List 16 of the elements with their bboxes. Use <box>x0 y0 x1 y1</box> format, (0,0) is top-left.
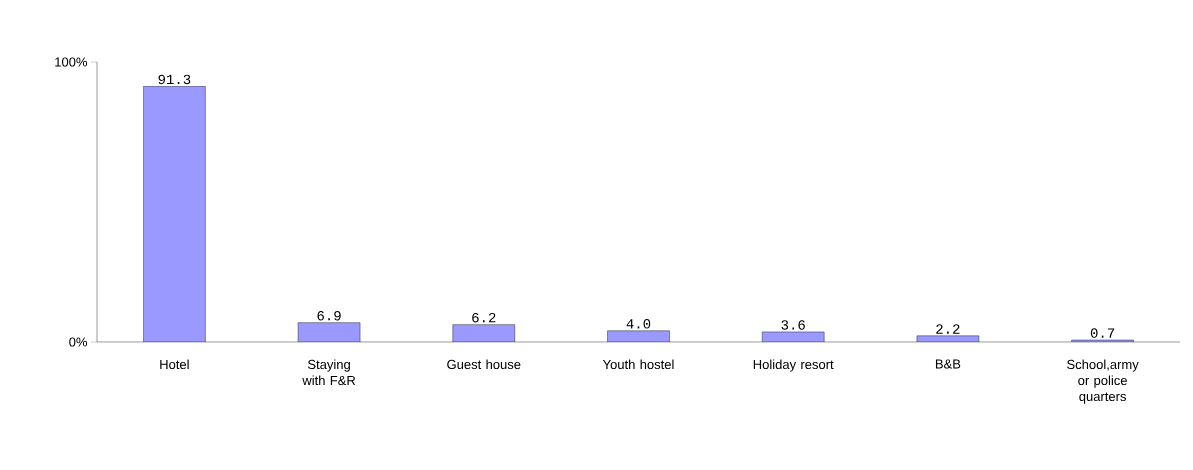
y-tick-label: 100% <box>55 57 88 67</box>
data-label: 2.2 <box>936 324 960 334</box>
data-label: 3.6 <box>781 320 805 330</box>
data-label: 6.2 <box>472 312 496 323</box>
x-tick-label: Guest house <box>447 359 521 370</box>
data-label: 6.9 <box>317 310 341 321</box>
x-tick-label: Holiday resort <box>753 359 834 372</box>
data-label: 91.3 <box>158 74 191 85</box>
data-label: 4.0 <box>626 319 651 329</box>
x-tick-label: Youth hostel <box>602 359 674 370</box>
data-label: 0.7 <box>1090 328 1115 338</box>
x-tick-label: School,army or police quarters <box>1067 359 1139 404</box>
x-tick-label: Hotel <box>160 359 189 370</box>
y-tick-label: 0% <box>69 337 88 347</box>
x-tick-label: Staying with F&R <box>302 359 356 386</box>
x-tick-label: B&B <box>935 359 961 369</box>
